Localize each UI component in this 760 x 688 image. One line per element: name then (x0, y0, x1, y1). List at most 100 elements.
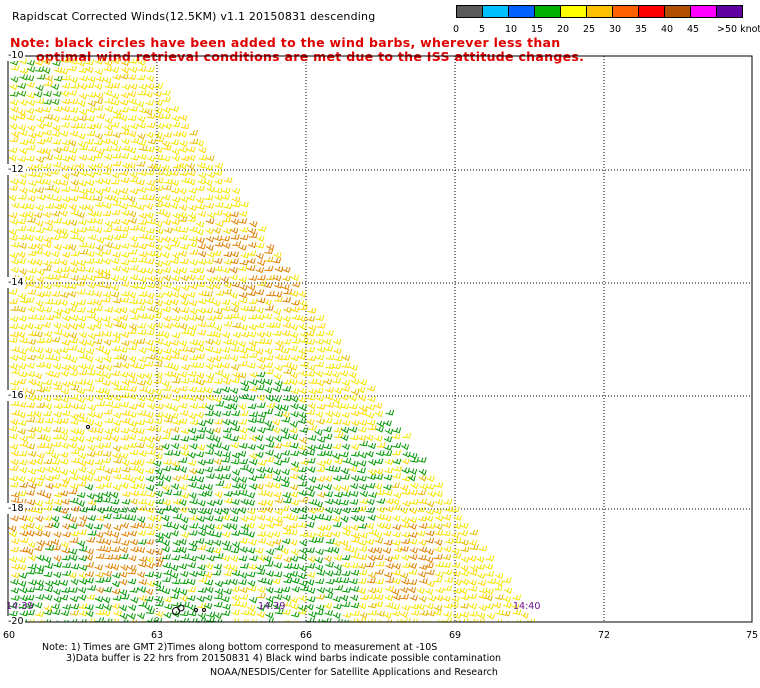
wind-barb (26, 346, 36, 353)
wind-barb (230, 227, 239, 234)
wind-barb (162, 576, 172, 583)
wind-barb (155, 508, 165, 515)
wind-barb (69, 537, 79, 543)
wind-barb (119, 188, 129, 195)
wind-barb (451, 548, 460, 555)
wind-barb (111, 580, 120, 588)
wind-barb (215, 290, 225, 296)
wind-barb (161, 539, 170, 547)
wind-barb (427, 490, 436, 498)
wind-barb (60, 122, 70, 128)
wind-barb (417, 554, 427, 561)
wind-barb (238, 360, 248, 367)
wind-barb (222, 242, 231, 250)
wind-barb (223, 282, 232, 289)
wind-barb (147, 617, 156, 622)
wind-barb (145, 66, 155, 73)
wind-barb (452, 570, 461, 578)
wind-barb (95, 617, 105, 622)
wind-barb (95, 387, 105, 394)
wind-barb (70, 563, 80, 570)
wind-barb (162, 428, 172, 435)
wind-barb (340, 394, 349, 401)
wind-barb (138, 450, 147, 458)
wind-barb (455, 619, 461, 622)
wind-barb (119, 170, 129, 177)
wind-barb (206, 523, 215, 531)
wind-barb (530, 627, 538, 632)
wind-barb (383, 490, 393, 496)
wind-barb (401, 562, 411, 569)
wind-barb (230, 586, 240, 593)
wind-barb (77, 315, 87, 322)
wind-barb (223, 203, 233, 210)
wind-barb (42, 179, 52, 186)
wind-barb (484, 594, 493, 602)
wind-barb (172, 489, 182, 496)
wind-barb (155, 600, 164, 607)
wind-barb (51, 515, 60, 523)
wind-barb (112, 385, 122, 391)
wind-barb (154, 236, 164, 244)
contamination-markers (86, 425, 206, 615)
wind-barb (78, 115, 87, 121)
wind-barb (9, 91, 19, 97)
wind-barb (425, 500, 435, 508)
wind-barb (331, 516, 341, 522)
wind-barb (265, 586, 274, 594)
wind-barb (35, 98, 45, 105)
wind-barb (238, 538, 248, 544)
wind-barb (43, 605, 53, 612)
wind-barb (8, 154, 17, 162)
wind-barb (129, 449, 139, 456)
wind-barb (204, 484, 213, 491)
wind-barb (53, 106, 63, 112)
wind-barb (290, 499, 300, 506)
wind-barb (102, 249, 112, 256)
wind-barb (145, 212, 154, 219)
wind-barb (154, 146, 163, 153)
wind-barb (96, 400, 106, 407)
wind-barb (232, 469, 241, 476)
wind-barb (366, 482, 376, 489)
wind-barb (365, 523, 374, 530)
wind-barb (34, 243, 43, 250)
wind-barb (61, 364, 71, 371)
wind-barb (331, 466, 341, 473)
wind-barb (171, 395, 181, 402)
wind-barb (239, 587, 248, 594)
wind-barb (205, 586, 214, 594)
wind-barb (205, 338, 214, 346)
wind-barb (145, 556, 154, 564)
wind-barb (433, 576, 443, 583)
wind-barb (316, 346, 326, 353)
wind-barb (366, 419, 376, 426)
wind-barb (154, 536, 164, 543)
wind-barb (27, 217, 36, 223)
wind-barb (272, 308, 282, 316)
wind-barb (42, 211, 52, 219)
wind-barb (248, 555, 258, 562)
wind-barb (459, 522, 469, 529)
wind-barb (162, 219, 172, 226)
wind-barb (230, 234, 240, 240)
wind-barb (282, 385, 292, 392)
wind-barb (162, 282, 172, 289)
wind-barb (187, 562, 196, 569)
wind-barb (333, 508, 342, 515)
wind-barb (28, 579, 37, 586)
wind-barb (257, 280, 267, 287)
wind-barb (272, 482, 281, 489)
wind-barb (196, 444, 206, 451)
wind-barb (290, 290, 299, 298)
wind-barb (112, 419, 122, 427)
wind-barb (53, 571, 62, 579)
wind-barb (86, 340, 95, 347)
wind-barb (257, 356, 266, 363)
wind-barb (84, 474, 93, 482)
wind-barb (290, 403, 299, 410)
wind-barb (374, 435, 383, 442)
wind-barb (213, 265, 223, 272)
wind-barb (19, 435, 28, 442)
wind-barb (9, 546, 19, 553)
